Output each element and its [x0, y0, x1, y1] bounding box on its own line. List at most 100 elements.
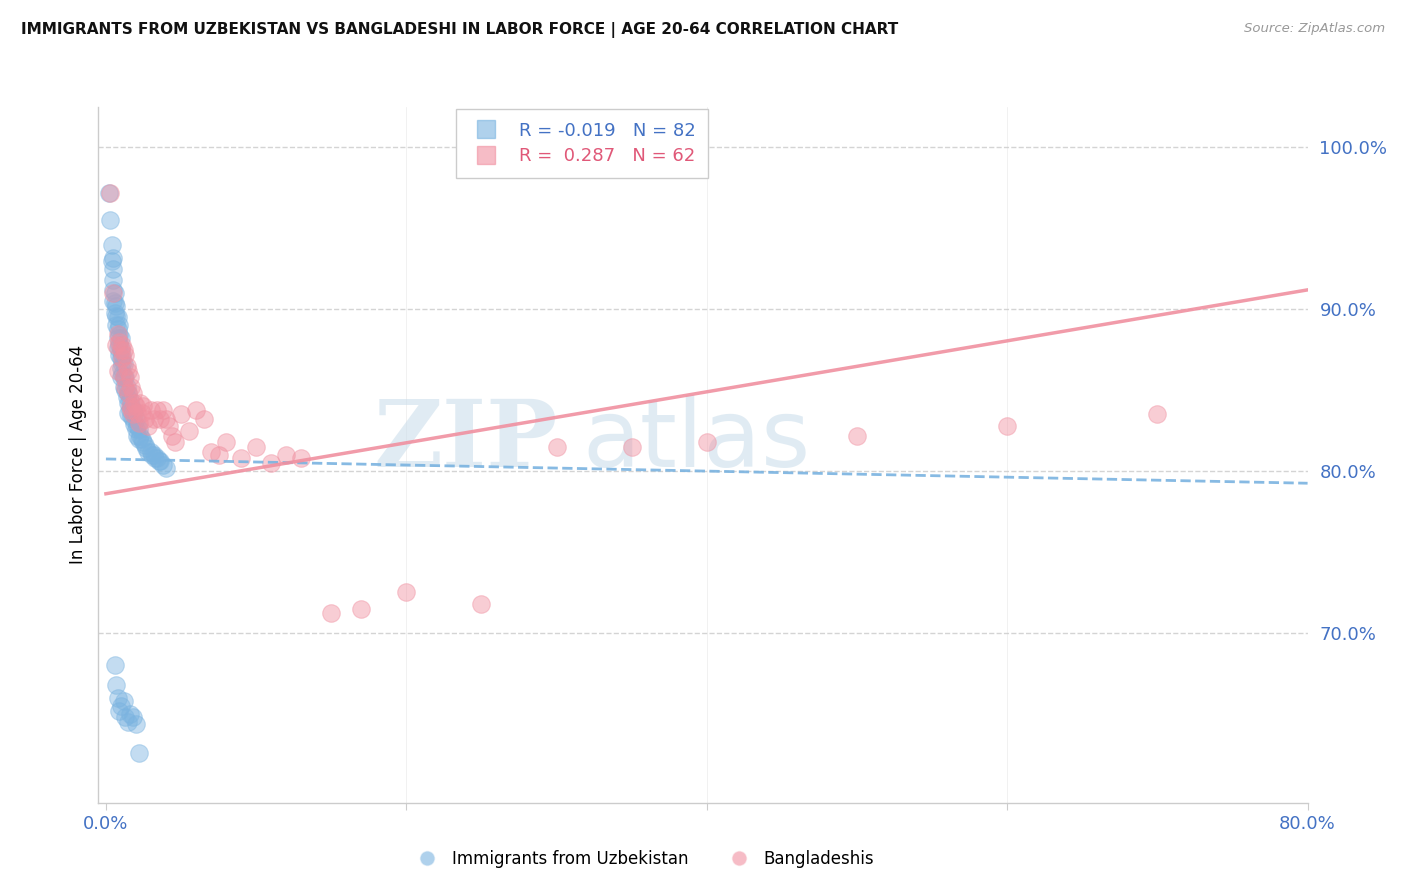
Point [276, 448, 298, 462]
Point [245, 440, 267, 454]
Point [136, 418, 159, 433]
Point [108, 328, 131, 343]
Legend: Immigrants from Uzbekistan, Bangladeshis: Immigrants from Uzbekistan, Bangladeshis [404, 843, 882, 874]
Point [101, 253, 124, 268]
Point [100, 213, 122, 227]
Point [546, 440, 568, 454]
Point [157, 418, 180, 433]
Point [105, 309, 128, 323]
Text: atlas: atlas [582, 395, 810, 487]
Point [108, 334, 131, 349]
Point [117, 386, 139, 401]
Point [110, 360, 132, 375]
Point [128, 416, 150, 430]
Point [110, 343, 132, 357]
Point [149, 454, 172, 468]
Point [148, 454, 170, 468]
Point [152, 458, 174, 472]
Point [145, 451, 167, 466]
Point [101, 237, 124, 252]
Point [103, 273, 125, 287]
Point [155, 461, 177, 475]
Point [260, 456, 283, 470]
Point [193, 412, 215, 426]
Point [104, 295, 127, 310]
Point [107, 364, 129, 378]
Text: Source: ZipAtlas.com: Source: ZipAtlas.com [1244, 22, 1385, 36]
Point [108, 704, 131, 718]
Point [97, 186, 120, 200]
Point [125, 412, 148, 426]
Point [111, 367, 134, 381]
Point [112, 370, 135, 384]
Point [143, 412, 166, 426]
Point [108, 338, 131, 352]
Point [117, 406, 139, 420]
Point [132, 400, 155, 414]
Point [125, 400, 148, 414]
Point [177, 424, 200, 438]
Point [117, 386, 139, 401]
Point [100, 186, 122, 200]
Point [395, 585, 418, 599]
Point [105, 299, 128, 313]
Point [122, 386, 145, 401]
Point [128, 432, 150, 446]
Point [846, 428, 869, 442]
Point [110, 331, 132, 345]
Point [107, 341, 129, 355]
Point [121, 380, 143, 394]
Point [696, 434, 718, 449]
Point [229, 451, 252, 466]
Point [321, 607, 343, 621]
Point [122, 710, 145, 724]
Point [125, 716, 148, 731]
Point [152, 402, 174, 417]
Point [134, 412, 156, 426]
Point [118, 392, 141, 407]
Point [141, 448, 163, 462]
Point [122, 412, 145, 426]
Point [290, 451, 312, 466]
Point [108, 318, 131, 333]
Point [114, 710, 136, 724]
Point [207, 448, 229, 462]
Point [125, 422, 148, 436]
Point [108, 348, 131, 362]
Point [160, 428, 183, 442]
Point [117, 396, 139, 410]
Point [129, 428, 152, 442]
Point [146, 402, 169, 417]
Point [124, 408, 146, 422]
Point [127, 418, 149, 433]
Point [139, 444, 162, 458]
Point [107, 310, 129, 325]
Point [112, 343, 135, 357]
Point [103, 251, 125, 265]
Point [170, 408, 193, 422]
Point [111, 357, 134, 371]
Point [104, 305, 127, 319]
Point [118, 706, 141, 721]
Point [350, 601, 373, 615]
Text: IMMIGRANTS FROM UZBEKISTAN VS BANGLADESHI IN LABOR FORCE | AGE 20-64 CORRELATION: IMMIGRANTS FROM UZBEKISTAN VS BANGLADESH… [21, 22, 898, 38]
Point [111, 351, 134, 365]
Point [128, 422, 150, 436]
Point [136, 444, 159, 458]
Point [139, 402, 162, 417]
Point [117, 714, 139, 729]
Point [103, 283, 125, 297]
Point [111, 348, 134, 362]
Point [112, 380, 135, 394]
Point [127, 406, 149, 420]
Point [103, 294, 125, 309]
Point [122, 408, 145, 422]
Point [121, 409, 143, 423]
Point [107, 326, 129, 341]
Point [104, 286, 127, 301]
Point [111, 338, 134, 352]
Point [103, 286, 125, 301]
Point [115, 380, 138, 394]
Point [122, 402, 145, 417]
Point [134, 438, 156, 452]
